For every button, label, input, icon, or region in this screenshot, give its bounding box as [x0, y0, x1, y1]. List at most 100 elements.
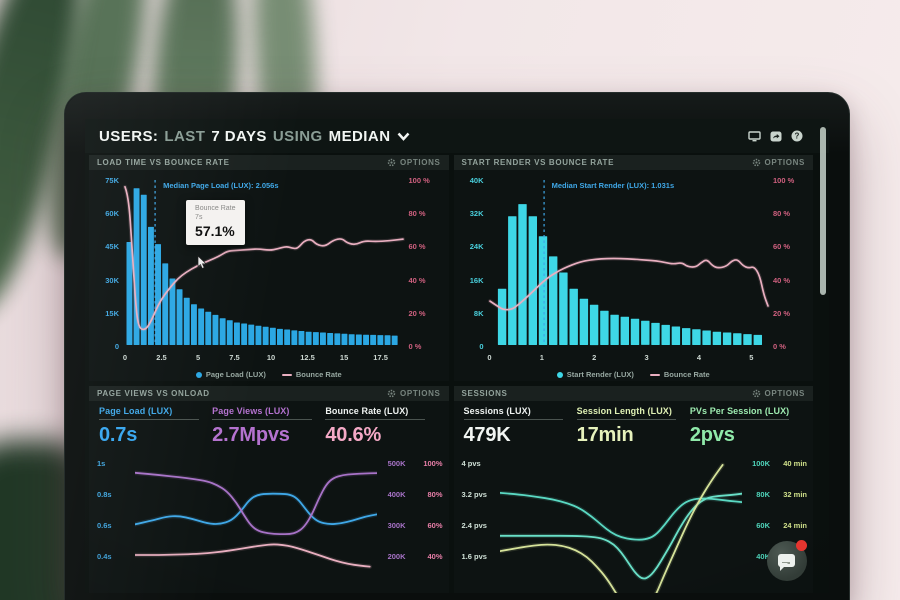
- display-icon[interactable]: [748, 130, 761, 142]
- stat-value: 2.7Mpvs: [212, 424, 290, 446]
- series-line: [135, 543, 371, 568]
- panel-title: SESSIONS: [461, 389, 508, 398]
- y-axis-tick: 40 min: [783, 459, 807, 468]
- histogram-bar: [269, 327, 276, 345]
- panel-titlebar: SESSIONS OPTIONS: [453, 386, 813, 401]
- y-axis-tick: 60 %: [408, 242, 426, 252]
- histogram-bar: [312, 332, 319, 345]
- y-axis-tick: 20 %: [773, 308, 791, 318]
- y-axis-tick: 2.4 pvs: [461, 521, 487, 530]
- y-axis-tick: 45K: [105, 242, 119, 252]
- options-label: OPTIONS: [764, 389, 805, 398]
- histogram-bar: [140, 194, 147, 345]
- y-axis-tick: 0.8s: [97, 490, 112, 499]
- y-axis-tick: 0.6s: [97, 521, 112, 530]
- histogram-bar: [753, 334, 762, 345]
- histogram-bar: [355, 334, 362, 345]
- panel-load-time: LOAD TIME VS BOUNCE RATE OPTIONS 75K 60K 4…: [89, 155, 449, 381]
- histogram-bar: [226, 320, 233, 345]
- histogram-bar: [722, 332, 731, 345]
- histogram-bar: [198, 308, 205, 345]
- gear-icon: [752, 158, 761, 167]
- stat-label: Bounce Rate (LUX): [325, 406, 409, 416]
- start-render-chart: 40K 32K 24K 16K 8K 0 100 % 80 % 60 % 40 % 20 % 0 % M…: [454, 170, 814, 381]
- median-annotation: Median Start Render (LUX): 1.031s: [551, 181, 675, 190]
- y-axis-tick: 100 %: [408, 176, 430, 185]
- chat-button[interactable]: [767, 540, 807, 581]
- header-median-label: MEDIAN: [328, 127, 391, 145]
- x-axis: 0 2.5 5 7.5 10 12.5 15 17.5: [123, 353, 403, 363]
- histogram-bar: [334, 333, 341, 345]
- x-axis-tick: 7.5: [229, 353, 240, 362]
- histogram-bar: [620, 316, 629, 345]
- y-axis-tick: 80K: [756, 490, 770, 499]
- histogram-bar: [589, 304, 598, 346]
- y-axis-tick-row: 40K: [752, 552, 807, 561]
- gear-icon: [752, 389, 761, 398]
- y-axis-tick: 100%: [423, 459, 443, 468]
- scrollbar[interactable]: [820, 127, 826, 295]
- histogram-bar: [241, 323, 248, 345]
- series-line: [135, 471, 377, 536]
- y-axis-tick: 400K: [387, 490, 406, 499]
- header-using-label: USING: [272, 127, 323, 145]
- options-button[interactable]: OPTIONS: [387, 389, 440, 398]
- plot-area: Median Page Load (LUX): 2.056s Bounce Rat…: [123, 178, 405, 347]
- x-axis-tick: 3: [644, 353, 649, 362]
- y-axis-tick: 40 %: [408, 275, 426, 285]
- median-annotation: Median Page Load (LUX): 2.056s: [163, 181, 279, 190]
- panel-sessions: SESSIONS OPTIONS Sessions (LUX) 479K: [453, 386, 813, 593]
- legend-swatch: [649, 373, 660, 376]
- x-axis-tick: 2: [592, 353, 597, 362]
- y-axis-tick: 75K: [105, 176, 119, 185]
- y-axis-tick-row: 400K 80%: [388, 490, 443, 499]
- legend: Start Render (LUX) Bounce Rate: [454, 370, 814, 379]
- x-axis-tick: 5: [749, 353, 754, 362]
- y-axis-tick-row: 500K 100%: [388, 459, 443, 468]
- help-icon[interactable]: ?: [791, 130, 803, 142]
- svg-text:?: ?: [795, 132, 800, 141]
- options-button[interactable]: OPTIONS: [752, 158, 805, 167]
- y-axis-tick: 24K: [469, 242, 484, 252]
- histogram-bar: [538, 236, 547, 345]
- histogram-bar: [191, 304, 197, 345]
- panel-start-render: START RENDER VS BOUNCE RATE OPTIONS 40K 3…: [453, 155, 814, 381]
- y-axis-tick: 200K: [387, 552, 406, 561]
- tooltip: Bounce Rate 7s 57.1%: [186, 199, 245, 246]
- tooltip-subtitle: 7s: [195, 213, 203, 221]
- y-axis-tick: 80 %: [408, 209, 426, 219]
- header-days-label: 7 DAYS: [211, 127, 267, 145]
- histogram-bar: [701, 330, 711, 345]
- y-axis-tick: 30K: [105, 275, 119, 285]
- legend-label: Start Render (LUX): [566, 370, 634, 379]
- options-button[interactable]: OPTIONS: [752, 389, 805, 398]
- panel-grid: LOAD TIME VS BOUNCE RATE OPTIONS 75K 60K 4…: [89, 155, 813, 593]
- x-axis-tick: 17.5: [373, 353, 388, 362]
- stat-value: 479K: [463, 424, 511, 446]
- histogram-bar: [528, 216, 537, 345]
- y-axis-tick: 15K: [105, 308, 119, 318]
- y-axis-tick: 40K: [469, 176, 484, 185]
- histogram-bar: [126, 242, 133, 345]
- histogram-bar: [262, 326, 269, 345]
- histogram-bar: [162, 263, 169, 345]
- y-axis-tick: 1s: [97, 459, 106, 468]
- histogram-bar: [363, 334, 369, 345]
- histogram-bar: [661, 324, 670, 345]
- stat-underline: [576, 419, 677, 420]
- options-button[interactable]: OPTIONS: [387, 158, 440, 167]
- y-axis-tick: 8K: [473, 308, 484, 318]
- share-icon[interactable]: [770, 131, 782, 142]
- stats-row: Page Load (LUX) 0.7s Page Views (LUX) 2.…: [89, 401, 449, 451]
- y-axis-left: 1s 0.8s 0.6s 0.4s: [97, 459, 112, 561]
- y-axis-tick: 100 %: [773, 176, 795, 185]
- stat-bounce-rate: Bounce Rate (LUX) 40.6%: [325, 406, 438, 451]
- stat-underline: [463, 419, 564, 420]
- series-line: [499, 492, 742, 580]
- histogram-bar: [219, 318, 226, 345]
- y-axis-tick: 60 %: [773, 242, 791, 252]
- users-filter-dropdown[interactable]: USERS: LAST 7 DAYS USING MEDIAN: [99, 128, 410, 145]
- header-last-label: LAST: [164, 127, 206, 145]
- x-axis-tick: 12.5: [300, 353, 315, 362]
- y-axis-tick-row: 60K 24 min: [752, 521, 807, 530]
